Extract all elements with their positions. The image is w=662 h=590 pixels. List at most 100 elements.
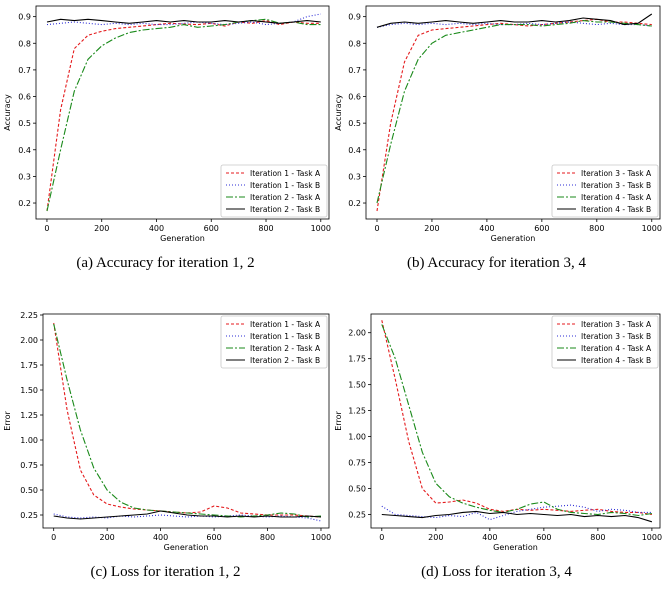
x-axis-label: Generation (491, 234, 536, 243)
legend: Iteration 1 - Task A Iteration 1 - Task B… (220, 164, 328, 218)
legend-label: Iteration 2 - Task B (250, 356, 320, 365)
legend-label: Iteration 2 - Task B (250, 205, 320, 214)
y-tick-label: 0.5 (348, 119, 361, 128)
legend-label: Iteration 3 - Task A (581, 320, 652, 329)
loss-chart-iter-3-4: 0 200 400 600 800 1000 0.25 0.50 0.75 1.00 1.25 1.5… (334, 313, 662, 552)
series-line (46, 18, 321, 212)
series-line (376, 13, 653, 28)
series-line (381, 510, 653, 523)
legend: Iteration 3 - Task A Iteration 3 - Task B… (551, 315, 659, 369)
legend: Iteration 1 - Task A Iteration 1 - Task B… (220, 315, 328, 369)
x-tick-label: 0 (374, 224, 379, 233)
legend-label: Iteration 3 - Task B (581, 332, 651, 341)
x-tick-label: 200 (94, 224, 109, 233)
x-tick-label: 400 (149, 224, 164, 233)
y-tick-label: 0.4 (348, 146, 361, 155)
y-tick-label: 0.25 (348, 510, 366, 519)
legend-label: Iteration 4 - Task B (581, 356, 651, 365)
x-axis-label: Generation (160, 234, 205, 243)
y-tick-label: 1.50 (20, 386, 38, 395)
caption-c: (c) Loss for iteration 1, 2 (90, 564, 241, 580)
plot-frame (35, 5, 330, 220)
x-tick-label: 1000 (642, 533, 662, 542)
legend-label: Iteration 4 - Task A (581, 193, 652, 202)
x-tick-label: 600 (534, 224, 549, 233)
x-tick-label: 800 (258, 224, 273, 233)
x-axis-label: Generation (164, 543, 209, 552)
y-tick-label: 1.00 (348, 433, 366, 442)
y-tick-label: 0.3 (348, 172, 361, 181)
x-tick-label: 0 (51, 533, 56, 542)
x-tick-label: 200 (424, 224, 439, 233)
y-axis-label: Accuracy (334, 94, 343, 131)
y-tick-label: 0.75 (20, 461, 38, 470)
y-tick-label: 0.75 (348, 459, 366, 468)
y-tick-label: 0.3 (18, 172, 31, 181)
accuracy-chart-iter-1-2: 0 200 400 600 800 1000 0.2 0.3 0.4 0.5 0.6 0.7 0.8 0.… (3, 5, 331, 243)
x-tick-label: 800 (590, 533, 605, 542)
x-tick-label: 800 (589, 224, 604, 233)
y-tick-label: 0.7 (348, 66, 361, 75)
y-tick-label: 1.25 (348, 407, 366, 416)
caption-d: (d) Loss for iteration 3, 4 (421, 564, 572, 580)
legend-box (220, 315, 328, 369)
legend-label: Iteration 3 - Task A (581, 169, 652, 178)
x-tick-label: 600 (536, 533, 551, 542)
y-axis-label: Error (3, 411, 12, 431)
x-tick-label: 600 (204, 224, 219, 233)
y-tick-label: 0.5 (18, 119, 31, 128)
y-tick-label: 0.8 (348, 39, 361, 48)
legend: Iteration 3 - Task A Iteration 3 - Task B… (551, 164, 659, 218)
x-tick-label: 0 (44, 224, 49, 233)
x-tick-label: 1000 (642, 224, 662, 233)
legend-box (551, 164, 659, 218)
caption-a: (a) Accuracy for iteration 1, 2 (76, 255, 255, 271)
series-line (376, 18, 652, 212)
legend-label: Iteration 1 - Task A (250, 320, 321, 329)
plot-frame (42, 313, 330, 529)
legend-label: Iteration 4 - Task B (581, 205, 651, 214)
legend-label: Iteration 2 - Task A (250, 193, 321, 202)
x-tick-label: 200 (100, 533, 115, 542)
y-tick-label: 0.2 (18, 199, 31, 208)
loss-chart-iter-1-2: 0 200 400 600 800 1000 0.25 0.50 0.75 1.00 1.25 1.5… (3, 311, 331, 552)
series-line (381, 504, 652, 521)
x-tick-label: 200 (428, 533, 443, 542)
legend-box (220, 164, 328, 218)
y-tick-label: 2.00 (20, 336, 38, 345)
x-tick-label: 600 (206, 533, 221, 542)
x-tick-label: 1000 (311, 533, 331, 542)
legend-label: Iteration 1 - Task A (250, 169, 321, 178)
y-tick-label: 0.9 (18, 13, 31, 22)
y-tick-label: 0.4 (18, 146, 31, 155)
legend-label: Iteration 1 - Task B (250, 181, 320, 190)
y-tick-label: 0.50 (20, 486, 38, 495)
series-line (53, 323, 322, 518)
y-tick-label: 0.9 (348, 13, 361, 22)
y-tick-label: 2.25 (20, 311, 38, 320)
caption-b: (b) Accuracy for iteration 3, 4 (406, 255, 587, 271)
legend-box (551, 315, 659, 369)
x-tick-label: 400 (482, 533, 497, 542)
y-axis-label: Accuracy (3, 94, 12, 131)
y-tick-label: 1.25 (20, 411, 38, 420)
legend-label: Iteration 2 - Task A (250, 344, 321, 353)
y-tick-label: 1.00 (20, 436, 38, 445)
y-tick-label: 0.6 (348, 93, 361, 102)
plot-frame (370, 313, 661, 529)
panel-accuracy-iter-1-2: 0 200 400 600 800 1000 0.2 0.3 0.4 0.5 0.6 0.7 0.8 0.… (0, 0, 331, 246)
panel-loss-iter-3-4: 0 200 400 600 800 1000 0.25 0.50 0.75 1.00 1.25 1.5… (331, 305, 662, 562)
y-axis-label: Error (334, 411, 343, 431)
series-line (381, 324, 652, 517)
series-line (46, 13, 321, 26)
legend-label: Iteration 1 - Task B (250, 332, 320, 341)
panel-accuracy-iter-3-4: 0 200 400 600 800 1000 0.2 0.3 0.4 0.5 0.6 0.7 0.8 0.… (331, 0, 662, 246)
y-tick-label: 1.50 (348, 381, 366, 390)
x-tick-label: 800 (260, 533, 275, 542)
y-tick-label: 2.00 (348, 329, 366, 338)
y-tick-label: 1.75 (20, 361, 38, 370)
y-tick-label: 1.75 (348, 355, 366, 364)
panel-loss-iter-1-2: 0 200 400 600 800 1000 0.25 0.50 0.75 1.00 1.25 1.5… (0, 305, 331, 562)
x-tick-label: 0 (379, 533, 384, 542)
series-line (376, 20, 652, 204)
